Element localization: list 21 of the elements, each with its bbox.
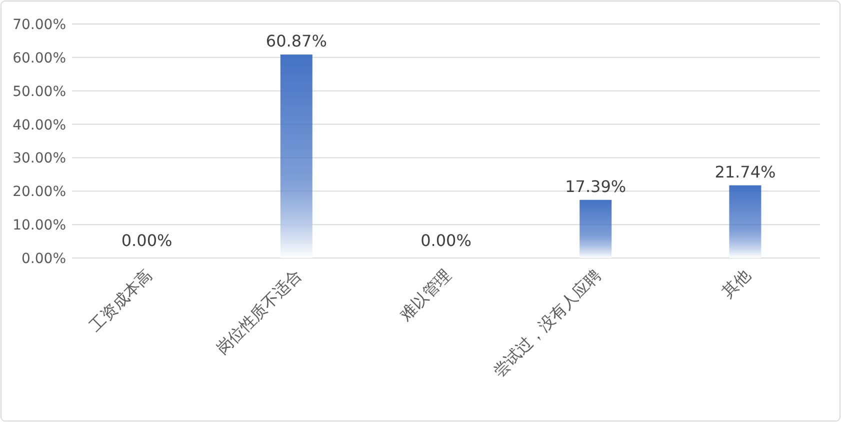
data-label: 21.74%: [714, 162, 776, 182]
bar: [729, 185, 762, 258]
y-tick-label: 0.00%: [22, 251, 66, 267]
data-label: 0.00%: [121, 231, 172, 250]
data-label: 17.39%: [565, 176, 626, 196]
x-tick-label: 难以管理: [395, 265, 455, 325]
y-tick-label: 60.00%: [12, 50, 66, 66]
y-tick-label: 20.00%: [12, 184, 66, 200]
bar: [280, 54, 312, 258]
bar: [580, 200, 612, 258]
y-tick-label: 70.00%: [12, 17, 66, 33]
y-tick-label: 30.00%: [12, 150, 66, 167]
x-tick-label: 岗位性质不适合: [212, 265, 306, 358]
x-tick-label: 其他: [718, 265, 754, 302]
data-label: 60.87%: [266, 32, 327, 51]
data-label: 0.00%: [420, 231, 472, 250]
y-tick-label: 50.00%: [12, 84, 66, 100]
y-tick-label: 40.00%: [12, 117, 66, 134]
y-tick-label: 10.00%: [12, 218, 66, 234]
x-tick-label: 尝试过，没有人应聘: [489, 265, 604, 381]
x-tick-label: 工资成本高: [86, 265, 156, 336]
